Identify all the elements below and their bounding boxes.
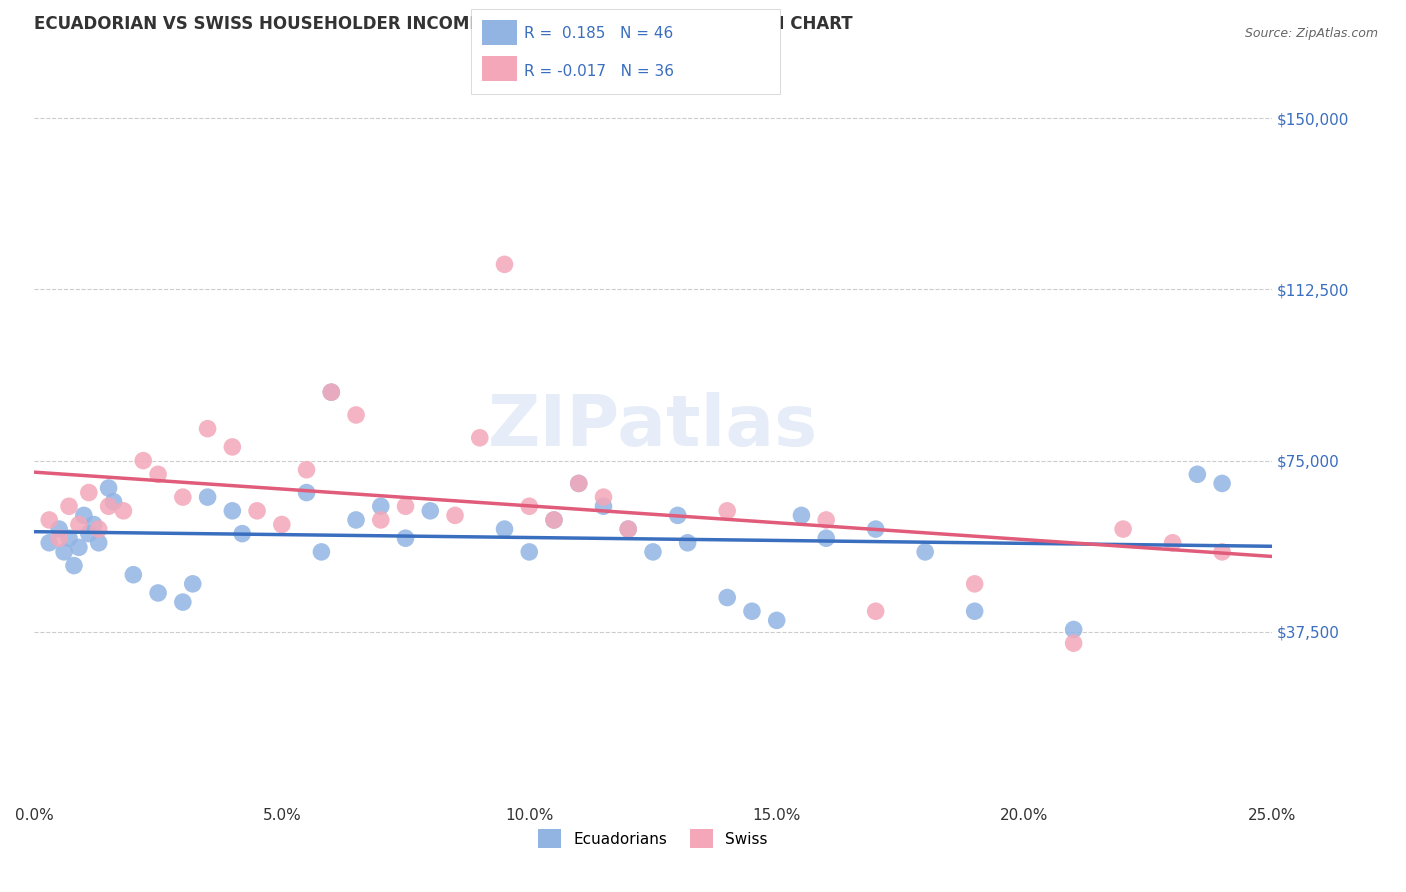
Point	[58, 500, 80, 514]
Point	[494, 522, 516, 536]
Point	[963, 577, 986, 591]
Point	[815, 531, 838, 545]
Point	[48, 531, 70, 545]
Point	[1211, 545, 1233, 559]
Point	[419, 504, 441, 518]
Point	[815, 513, 838, 527]
Point	[146, 467, 169, 482]
Point	[146, 586, 169, 600]
Point	[765, 613, 787, 627]
Point	[716, 504, 738, 518]
Point	[370, 513, 392, 527]
Point	[617, 522, 640, 536]
Point	[394, 531, 416, 545]
Point	[311, 545, 333, 559]
Point	[67, 517, 90, 532]
Point	[53, 545, 76, 559]
Point	[48, 522, 70, 536]
Point	[617, 522, 640, 536]
Point	[87, 535, 110, 549]
Text: Source: ZipAtlas.com: Source: ZipAtlas.com	[1244, 27, 1378, 40]
Point	[394, 500, 416, 514]
Point	[1187, 467, 1209, 482]
Point	[181, 577, 204, 591]
Point	[568, 476, 591, 491]
Point	[83, 517, 105, 532]
Text: ECUADORIAN VS SWISS HOUSEHOLDER INCOME UNDER 25 YEARS CORRELATION CHART: ECUADORIAN VS SWISS HOUSEHOLDER INCOME U…	[34, 15, 853, 33]
Point	[344, 408, 367, 422]
Point	[914, 545, 936, 559]
Point	[592, 490, 614, 504]
Text: R = -0.017   N = 36: R = -0.017 N = 36	[524, 64, 675, 78]
Point	[321, 385, 343, 400]
Point	[63, 558, 86, 573]
Text: R =  0.185   N = 46: R = 0.185 N = 46	[524, 27, 673, 41]
Point	[444, 508, 467, 523]
Point	[592, 500, 614, 514]
Point	[543, 513, 565, 527]
Point	[77, 526, 100, 541]
Point	[865, 522, 887, 536]
Legend: Ecuadorians, Swiss: Ecuadorians, Swiss	[530, 822, 775, 855]
Point	[370, 500, 392, 514]
Point	[77, 485, 100, 500]
Point	[246, 504, 269, 518]
Point	[741, 604, 763, 618]
Point	[122, 567, 145, 582]
Point	[865, 604, 887, 618]
Point	[103, 494, 125, 508]
Point	[38, 535, 60, 549]
Point	[321, 385, 343, 400]
Point	[1211, 476, 1233, 491]
Point	[1161, 535, 1184, 549]
Point	[517, 500, 540, 514]
Point	[641, 545, 664, 559]
Point	[295, 463, 318, 477]
Point	[67, 541, 90, 555]
Point	[172, 595, 194, 609]
Point	[97, 481, 120, 495]
Point	[231, 526, 253, 541]
Point	[676, 535, 699, 549]
Point	[73, 508, 96, 523]
Point	[197, 422, 219, 436]
Point	[468, 431, 491, 445]
Point	[543, 513, 565, 527]
Point	[790, 508, 813, 523]
Point	[172, 490, 194, 504]
Point	[1112, 522, 1135, 536]
Point	[494, 257, 516, 271]
Point	[963, 604, 986, 618]
Point	[197, 490, 219, 504]
Point	[716, 591, 738, 605]
Point	[1063, 636, 1085, 650]
Point	[270, 517, 292, 532]
Point	[112, 504, 135, 518]
Point	[132, 453, 155, 467]
Point	[517, 545, 540, 559]
Point	[221, 440, 243, 454]
Point	[58, 531, 80, 545]
Point	[38, 513, 60, 527]
Point	[97, 500, 120, 514]
Point	[87, 522, 110, 536]
Point	[295, 485, 318, 500]
Point	[221, 504, 243, 518]
Point	[1063, 623, 1085, 637]
Point	[666, 508, 689, 523]
Point	[568, 476, 591, 491]
Point	[344, 513, 367, 527]
Text: ZIPatlas: ZIPatlas	[488, 392, 818, 461]
